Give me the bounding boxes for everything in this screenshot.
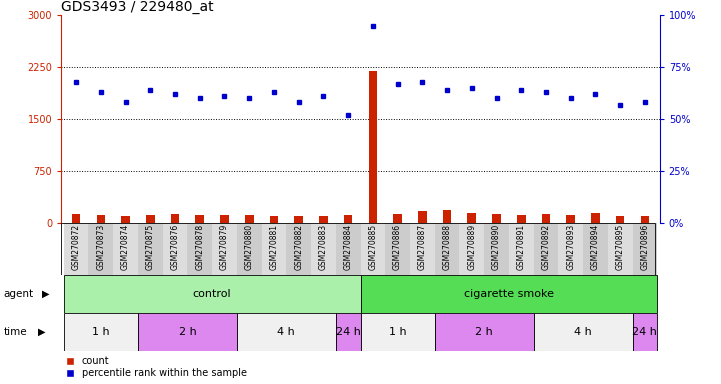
Text: control: control xyxy=(193,289,231,299)
Bar xyxy=(294,216,303,223)
Bar xyxy=(63,223,89,275)
Text: GSM270876: GSM270876 xyxy=(171,224,180,270)
Bar xyxy=(146,215,154,223)
Bar xyxy=(418,210,427,223)
Text: GSM270888: GSM270888 xyxy=(443,224,451,270)
Bar xyxy=(97,215,105,223)
Bar xyxy=(212,223,237,275)
Text: ▶: ▶ xyxy=(42,289,49,299)
Text: GSM270873: GSM270873 xyxy=(97,224,105,270)
Bar xyxy=(534,223,558,275)
Bar xyxy=(410,223,435,275)
Text: GSM270892: GSM270892 xyxy=(541,224,550,270)
Bar xyxy=(459,223,484,275)
Text: GSM270879: GSM270879 xyxy=(220,224,229,270)
Bar xyxy=(435,223,459,275)
Bar xyxy=(608,223,632,275)
Bar xyxy=(220,215,229,223)
Bar xyxy=(163,223,187,275)
Bar xyxy=(63,275,360,313)
Bar xyxy=(195,215,204,223)
Bar xyxy=(311,223,336,275)
Bar xyxy=(583,223,608,275)
Bar xyxy=(319,216,328,223)
Text: 24 h: 24 h xyxy=(632,327,658,337)
Text: GSM270884: GSM270884 xyxy=(344,224,353,270)
Text: GSM270872: GSM270872 xyxy=(71,224,81,270)
Text: 24 h: 24 h xyxy=(336,327,360,337)
Text: GSM270889: GSM270889 xyxy=(467,224,477,270)
Text: GSM270890: GSM270890 xyxy=(492,224,501,270)
Bar xyxy=(360,275,658,313)
Bar xyxy=(138,223,163,275)
Text: GSM270891: GSM270891 xyxy=(517,224,526,270)
Bar xyxy=(72,214,81,223)
Text: GSM270882: GSM270882 xyxy=(294,224,303,270)
Bar xyxy=(336,223,360,275)
Bar xyxy=(484,223,509,275)
Bar xyxy=(237,313,336,351)
Bar xyxy=(591,213,600,223)
Bar xyxy=(270,216,278,223)
Text: 1 h: 1 h xyxy=(389,327,407,337)
Bar xyxy=(138,313,237,351)
Legend: count, percentile rank within the sample: count, percentile rank within the sample xyxy=(66,356,247,378)
Bar xyxy=(492,214,501,223)
Bar xyxy=(368,71,377,223)
Bar xyxy=(541,214,550,223)
Text: GSM270878: GSM270878 xyxy=(195,224,204,270)
Text: GSM270886: GSM270886 xyxy=(393,224,402,270)
Text: 2 h: 2 h xyxy=(475,327,493,337)
Bar xyxy=(245,215,254,223)
Text: GSM270885: GSM270885 xyxy=(368,224,377,270)
Text: cigarette smoke: cigarette smoke xyxy=(464,289,554,299)
Bar xyxy=(632,223,658,275)
Text: GSM270883: GSM270883 xyxy=(319,224,328,270)
Bar xyxy=(558,223,583,275)
Text: GSM270895: GSM270895 xyxy=(616,224,624,270)
Text: agent: agent xyxy=(4,289,34,299)
Bar xyxy=(187,223,212,275)
Bar xyxy=(336,313,360,351)
Bar xyxy=(567,215,575,223)
Bar xyxy=(63,313,138,351)
Bar xyxy=(237,223,262,275)
Text: 4 h: 4 h xyxy=(278,327,295,337)
Text: GSM270874: GSM270874 xyxy=(121,224,130,270)
Text: GSM270893: GSM270893 xyxy=(566,224,575,270)
Text: 4 h: 4 h xyxy=(574,327,592,337)
Bar xyxy=(509,223,534,275)
Bar xyxy=(360,313,435,351)
Bar xyxy=(616,216,624,223)
Bar xyxy=(360,223,385,275)
Bar xyxy=(435,313,534,351)
Bar xyxy=(393,214,402,223)
Bar xyxy=(113,223,138,275)
Bar xyxy=(344,215,353,223)
Bar xyxy=(467,213,476,223)
Text: ▶: ▶ xyxy=(38,327,45,337)
Bar xyxy=(385,223,410,275)
Text: GSM270881: GSM270881 xyxy=(270,224,278,270)
Bar xyxy=(171,214,180,223)
Text: GDS3493 / 229480_at: GDS3493 / 229480_at xyxy=(61,0,214,14)
Bar xyxy=(286,223,311,275)
Text: 1 h: 1 h xyxy=(92,327,110,337)
Bar xyxy=(632,313,658,351)
Text: 2 h: 2 h xyxy=(179,327,196,337)
Bar xyxy=(443,210,451,223)
Bar xyxy=(534,313,632,351)
Text: GSM270880: GSM270880 xyxy=(244,224,254,270)
Bar xyxy=(517,215,526,223)
Bar xyxy=(640,216,649,223)
Text: GSM270887: GSM270887 xyxy=(418,224,427,270)
Text: GSM270875: GSM270875 xyxy=(146,224,155,270)
Bar xyxy=(89,223,113,275)
Bar xyxy=(121,216,130,223)
Text: time: time xyxy=(4,327,27,337)
Bar xyxy=(262,223,286,275)
Text: GSM270896: GSM270896 xyxy=(640,224,650,270)
Text: GSM270894: GSM270894 xyxy=(591,224,600,270)
